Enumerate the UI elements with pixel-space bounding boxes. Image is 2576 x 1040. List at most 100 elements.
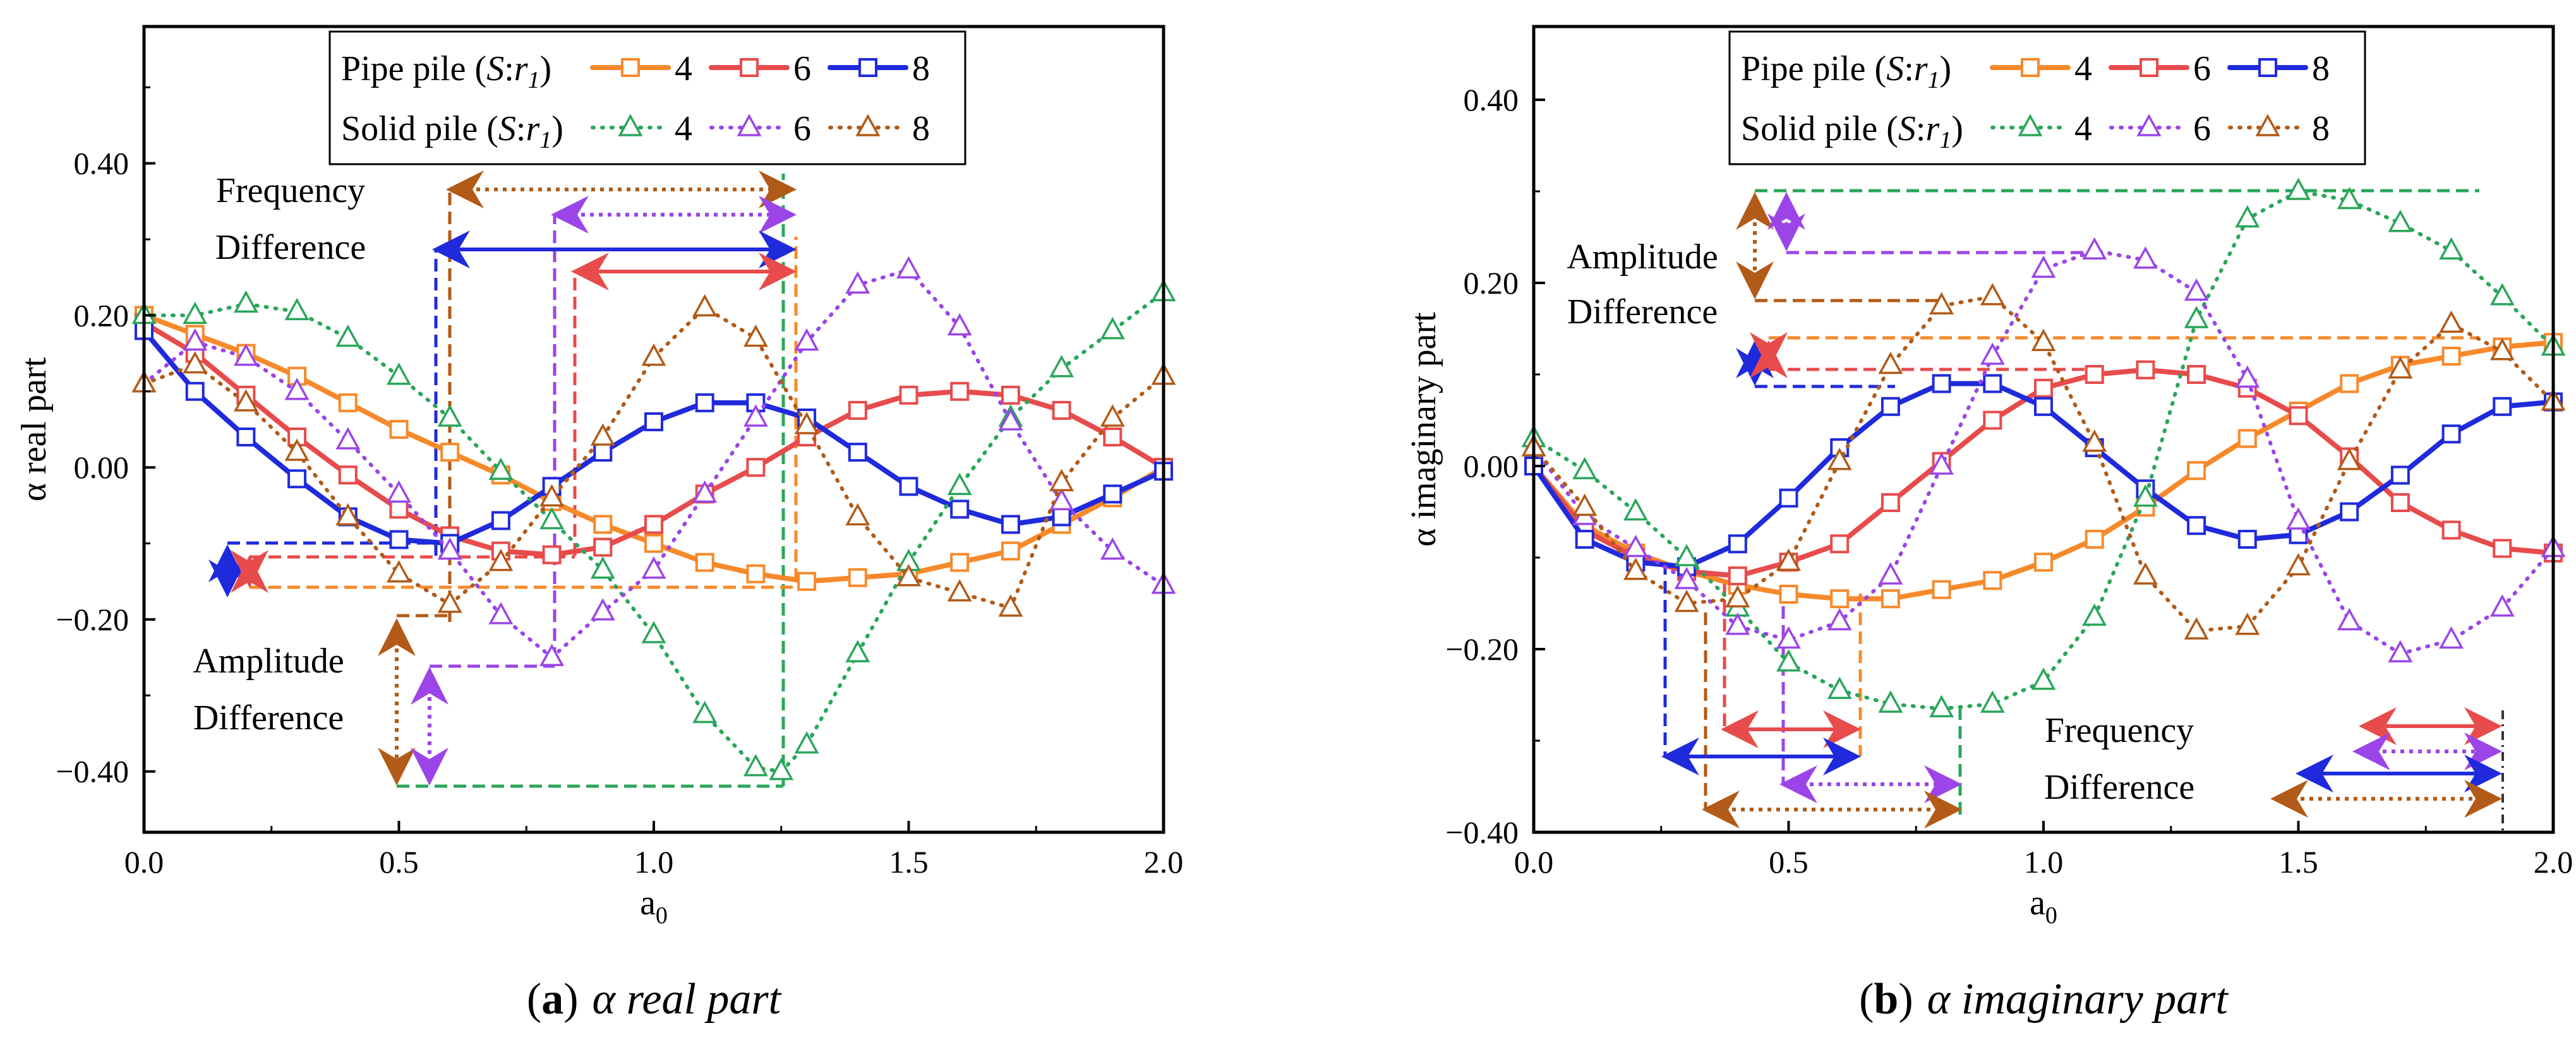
legend-marker — [2136, 114, 2162, 136]
amplitude-difference-label: Amplitude — [1567, 237, 1718, 277]
data-point — [2031, 667, 2056, 690]
axes: 0.0 0.5 1.0 1.5 2.0 −0.40 −0.20 0.00 0.20 0.40 — [1445, 82, 2573, 880]
data-point — [1049, 469, 1074, 492]
data-point — [183, 301, 208, 325]
series-line — [1532, 189, 2555, 711]
y-tick-label: 0.40 — [74, 146, 129, 181]
legend-entry-label: 6 — [793, 49, 811, 88]
legend-item-pipe-8: 8 — [828, 49, 930, 88]
data-point — [1728, 534, 1747, 554]
legend-item-solid-6: 6 — [2109, 109, 2211, 148]
data-point — [1049, 355, 1074, 378]
data-point — [284, 297, 310, 321]
y-tick-label: 0.00 — [1464, 448, 1519, 484]
data-point — [2441, 520, 2461, 540]
data-point — [2187, 516, 2206, 535]
series-layer — [131, 256, 1176, 780]
data-point — [1100, 404, 1125, 427]
data-point — [2388, 640, 2413, 662]
legend-marker — [740, 58, 759, 77]
legend-entry-label: 8 — [2312, 49, 2330, 88]
data-point — [437, 404, 462, 427]
data-point — [1929, 452, 1954, 475]
data-point — [950, 553, 970, 572]
data-point — [2337, 448, 2362, 470]
data-point — [1980, 690, 2005, 713]
data-point — [845, 503, 870, 526]
data-point — [2489, 283, 2515, 306]
data-point — [488, 549, 514, 571]
data-point — [746, 564, 766, 583]
data-point — [542, 545, 562, 565]
data-point — [2034, 397, 2053, 416]
data-point — [1776, 626, 1801, 649]
data-point — [2031, 328, 2056, 351]
data-point — [2082, 603, 2107, 626]
data-point — [2390, 465, 2410, 485]
data-point — [695, 393, 714, 412]
data-point — [2187, 365, 2206, 384]
data-point — [1929, 695, 1954, 717]
data-point — [389, 420, 409, 439]
data-point — [236, 427, 256, 447]
legend-marker — [618, 114, 643, 136]
data-point — [1103, 484, 1122, 504]
x-axis-label: a0 — [2030, 883, 2057, 929]
data-point — [641, 556, 666, 579]
data-point — [233, 344, 258, 366]
data-point — [845, 271, 870, 294]
data-point — [1623, 498, 1648, 521]
data-point — [2441, 424, 2461, 444]
data-point — [539, 506, 565, 530]
data-point — [1623, 558, 1648, 580]
legend: Pipe pile (S:r1) Solid pile (S:r1) 4 6 8 4 6… — [328, 30, 966, 165]
legend-marker — [2140, 58, 2158, 77]
data-point — [998, 594, 1023, 617]
data-point — [183, 328, 208, 351]
data-point — [769, 758, 794, 780]
data-point — [387, 560, 411, 583]
data-point — [845, 640, 870, 662]
data-point — [2133, 562, 2158, 585]
data-point — [1878, 690, 1903, 713]
y-tick-label: −0.40 — [1445, 815, 1519, 850]
y-tick-label: 0.20 — [74, 297, 129, 333]
data-point — [539, 643, 565, 666]
data-point — [2085, 365, 2104, 384]
y-tick-label: −0.20 — [1445, 631, 1519, 667]
data-point — [848, 400, 867, 420]
legend-entry-label: 8 — [912, 109, 930, 148]
data-point — [335, 324, 361, 347]
data-point — [488, 457, 514, 480]
data-point — [1881, 589, 1900, 609]
data-point — [539, 484, 565, 507]
data-point — [1725, 613, 1750, 635]
amplitude-difference-label: Amplitude — [193, 642, 344, 681]
amplitude-difference-label-2: Difference — [1567, 292, 1718, 332]
data-point — [2286, 177, 2311, 200]
data-point — [2493, 397, 2512, 416]
data-point — [2237, 429, 2257, 448]
data-point — [2493, 539, 2512, 558]
data-point — [1100, 537, 1125, 560]
data-point — [1830, 534, 1850, 554]
data-point — [2133, 246, 2158, 269]
data-point — [593, 443, 613, 462]
data-point — [1725, 585, 1750, 607]
legend-pipe-label: Pipe pile (S:r1) — [1741, 49, 1951, 93]
data-point — [797, 571, 817, 591]
data-point — [1878, 351, 1903, 374]
data-point — [641, 621, 666, 643]
series-pipe-8 — [1524, 374, 2563, 577]
legend-entry-label: 6 — [793, 109, 811, 148]
data-point — [2034, 378, 2053, 398]
legend-item-pipe-6: 6 — [2109, 49, 2211, 88]
y-tick-label: 0.40 — [1464, 82, 1519, 117]
data-point — [1001, 385, 1020, 405]
data-point — [1878, 562, 1903, 585]
data-point — [387, 480, 411, 503]
x-tick-label: 0.5 — [1769, 844, 1809, 880]
data-point — [2439, 310, 2464, 333]
data-point — [1932, 580, 1951, 599]
data-point — [2085, 530, 2104, 549]
